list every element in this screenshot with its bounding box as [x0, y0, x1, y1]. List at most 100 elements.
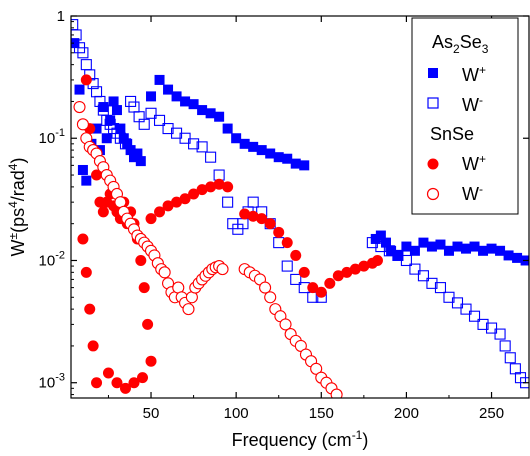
data-point — [400, 254, 412, 267]
legend-group-title-snse: SnSe — [430, 124, 474, 144]
data-point — [426, 277, 438, 289]
data-point — [105, 115, 116, 126]
data-point — [73, 100, 86, 114]
data-point — [196, 141, 208, 153]
legend-marker-circle-filled — [427, 158, 439, 170]
data-point — [77, 164, 88, 175]
data-point — [259, 281, 272, 294]
data-point — [504, 352, 516, 364]
data-point — [392, 250, 403, 261]
data-point — [279, 318, 292, 331]
y-tick-label: 10-2 — [39, 249, 65, 269]
data-point — [119, 138, 132, 150]
data-point — [135, 254, 147, 266]
data-point — [290, 158, 301, 169]
data-point — [76, 118, 89, 131]
data-point — [80, 74, 92, 86]
data-point — [171, 91, 182, 102]
data-point — [138, 118, 150, 130]
data-point — [401, 241, 412, 252]
data-point — [125, 95, 137, 107]
data-point — [205, 181, 217, 193]
data-point — [101, 133, 112, 144]
data-point — [460, 303, 472, 315]
data-point — [443, 291, 455, 303]
data-point — [256, 213, 268, 225]
series-2 — [77, 74, 383, 394]
data-point — [478, 245, 489, 256]
data-point — [310, 362, 323, 375]
data-point — [307, 282, 319, 294]
data-point — [80, 59, 92, 71]
data-marks — [71, 19, 529, 398]
data-point — [469, 241, 480, 252]
data-point — [418, 237, 429, 248]
data-point — [231, 133, 242, 144]
data-point — [503, 250, 514, 261]
data-point — [332, 270, 344, 282]
data-point — [205, 108, 216, 119]
data-point — [102, 367, 114, 379]
data-point — [298, 266, 310, 278]
data-point — [520, 377, 529, 389]
data-point — [128, 101, 140, 113]
data-point — [315, 286, 327, 298]
data-point — [128, 377, 140, 389]
data-point — [87, 340, 99, 352]
data-point — [91, 169, 103, 181]
data-point — [122, 138, 133, 149]
data-point — [375, 230, 386, 241]
legend-marker-square-open — [427, 97, 439, 109]
legend-label-as2se3-wminus: W- — [462, 93, 483, 115]
data-point — [111, 377, 123, 389]
data-point — [495, 245, 506, 256]
data-point — [324, 277, 336, 289]
data-point — [119, 382, 131, 394]
data-point — [111, 105, 122, 116]
data-point — [188, 138, 200, 150]
data-point — [451, 297, 464, 309]
data-point — [179, 193, 191, 205]
data-point — [94, 95, 106, 107]
x-tick-label: 200 — [394, 405, 419, 422]
data-point — [434, 282, 447, 294]
data-point — [370, 233, 381, 244]
data-point — [248, 141, 259, 152]
data-point — [77, 47, 89, 59]
legend-marker-circle-open — [426, 187, 440, 201]
data-point — [196, 184, 208, 196]
data-point — [435, 239, 446, 250]
data-point — [358, 260, 370, 272]
y-tick-label: 10-3 — [39, 372, 65, 392]
data-point — [239, 208, 251, 220]
data-point — [443, 245, 454, 256]
data-point — [205, 151, 217, 163]
legend: As2Se3 W+ W- SnSe W+ W- — [411, 17, 519, 215]
data-point — [486, 243, 497, 254]
data-point — [101, 114, 113, 126]
axes: 50 100 150 200 250 10-3 10-2 10-1 1 — [39, 8, 529, 422]
plot-frame — [70, 15, 530, 399]
data-point — [125, 145, 136, 156]
legend-group-title-as2se3: As2Se3 — [432, 32, 489, 56]
data-point — [468, 310, 481, 322]
legend-label-as2se3-wplus: W+ — [462, 63, 486, 85]
data-point — [104, 118, 116, 130]
data-point — [247, 210, 259, 222]
x-tick-label: 100 — [224, 405, 249, 422]
data-point — [290, 273, 302, 285]
data-point — [499, 340, 511, 352]
data-point — [281, 260, 293, 272]
data-point — [142, 318, 154, 330]
data-point — [145, 355, 157, 367]
data-point — [341, 266, 353, 278]
data-point — [74, 84, 85, 95]
data-point — [222, 181, 234, 193]
y-tick-label: 10-1 — [39, 127, 65, 147]
y-tick-label: 1 — [57, 8, 65, 25]
data-point — [349, 263, 361, 275]
data-point — [146, 91, 157, 102]
data-point — [461, 243, 472, 254]
data-point — [477, 318, 489, 330]
data-point — [409, 263, 421, 275]
